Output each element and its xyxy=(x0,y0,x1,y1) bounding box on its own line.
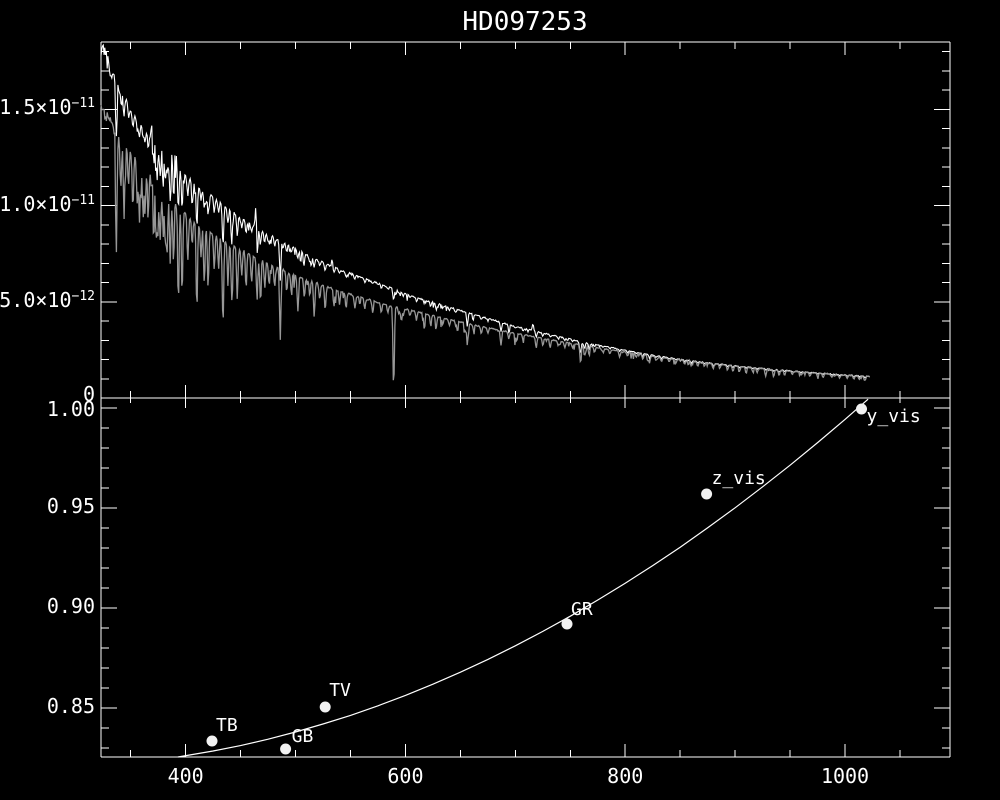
data-point-z_vis xyxy=(701,488,713,500)
y-tick-label-ratio: 0.95 xyxy=(46,494,95,518)
point-label-GB: GB xyxy=(291,726,314,747)
data-point-GR xyxy=(561,618,573,630)
flux-lower-gray-curve xyxy=(100,104,870,382)
point-label-GR: GR xyxy=(570,599,593,620)
y-tick-label-flux: 1.0×10−11 xyxy=(0,191,95,216)
x-tick-label: 600 xyxy=(387,764,424,788)
point-label-z_vis: z_vis xyxy=(711,468,766,489)
y-tick-label-ratio: 1.00 xyxy=(46,397,95,421)
point-label-y_vis: y_vis xyxy=(866,406,921,427)
data-point-TB xyxy=(206,735,218,747)
data-point-GB xyxy=(280,743,292,755)
y-tick-label-flux: 0 xyxy=(82,382,95,406)
x-tick-label: 400 xyxy=(167,764,204,788)
extinction-fit-curve xyxy=(177,398,869,758)
y-tick-label-flux: 1.5×10−11 xyxy=(0,95,95,120)
y-tick-label-flux: 5.0×10−12 xyxy=(0,287,95,312)
y-tick-label-ratio: 0.85 xyxy=(46,694,95,718)
data-point-TV xyxy=(319,701,331,713)
data-point-y_vis xyxy=(856,403,867,415)
point-label-TV: TV xyxy=(329,680,351,701)
y-tick-label-ratio: 0.90 xyxy=(46,594,95,618)
x-tick-label: 800 xyxy=(607,764,644,788)
point-label-TB: TB xyxy=(216,715,238,736)
plot-title: HD097253 xyxy=(462,7,588,37)
x-tick-label: 1000 xyxy=(820,764,870,788)
